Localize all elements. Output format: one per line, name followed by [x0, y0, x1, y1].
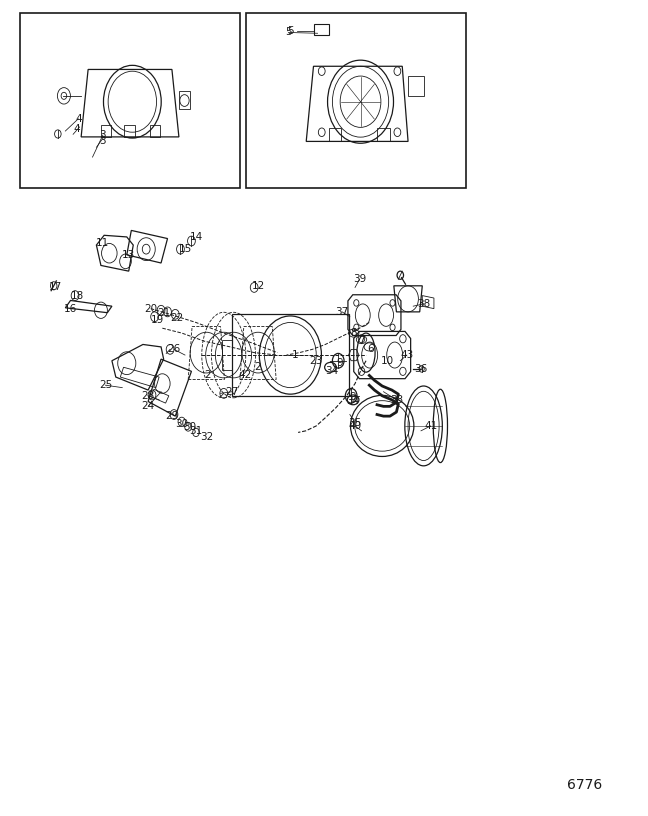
- Text: 42: 42: [238, 370, 251, 380]
- Bar: [377, 128, 389, 141]
- Text: 7: 7: [358, 336, 365, 346]
- Text: 4: 4: [74, 123, 80, 134]
- Text: 25: 25: [99, 380, 112, 390]
- Text: 22: 22: [170, 313, 183, 323]
- Bar: [124, 125, 135, 137]
- Bar: [314, 24, 329, 35]
- Text: 20: 20: [144, 304, 157, 313]
- Text: 8: 8: [351, 328, 357, 338]
- Bar: [150, 125, 160, 137]
- Text: 31: 31: [189, 426, 203, 436]
- Text: 33: 33: [390, 395, 403, 405]
- Text: 10: 10: [381, 356, 394, 366]
- Text: 40: 40: [349, 421, 362, 431]
- Text: 1: 1: [292, 350, 298, 360]
- Text: 30: 30: [175, 419, 189, 429]
- Bar: [246, 13, 467, 188]
- Text: 34: 34: [347, 397, 360, 406]
- Text: 16: 16: [64, 304, 77, 313]
- Text: 36: 36: [414, 364, 428, 374]
- Text: 35: 35: [349, 418, 362, 428]
- Text: 18: 18: [71, 290, 84, 300]
- Text: 38: 38: [417, 299, 431, 308]
- Text: 23: 23: [310, 356, 323, 366]
- Text: 29: 29: [165, 411, 179, 421]
- Bar: [20, 13, 240, 188]
- Text: 3: 3: [100, 135, 106, 146]
- Text: 12: 12: [251, 281, 264, 290]
- Text: 27: 27: [226, 387, 239, 397]
- Text: 9: 9: [350, 392, 356, 402]
- Text: 5: 5: [285, 28, 292, 38]
- Text: 6: 6: [367, 344, 374, 354]
- Text: 4: 4: [75, 113, 82, 124]
- Text: 39: 39: [353, 274, 366, 284]
- Text: 9: 9: [337, 358, 343, 368]
- Text: 13: 13: [122, 250, 135, 259]
- Text: 14: 14: [189, 232, 203, 242]
- Text: 24: 24: [141, 401, 155, 411]
- Text: 30: 30: [183, 422, 196, 432]
- Text: 17: 17: [49, 282, 62, 292]
- Text: 5: 5: [287, 26, 294, 36]
- Text: 34: 34: [325, 366, 338, 376]
- Text: 37: 37: [336, 307, 349, 317]
- Text: 32: 32: [200, 432, 213, 442]
- Bar: [329, 128, 341, 141]
- Text: 19: 19: [150, 315, 164, 325]
- Text: 43: 43: [400, 350, 413, 360]
- Text: 21: 21: [157, 308, 170, 317]
- Text: 41: 41: [424, 421, 437, 431]
- Text: 6776: 6776: [567, 778, 602, 792]
- Text: 11: 11: [97, 237, 110, 247]
- Bar: [101, 125, 111, 137]
- Text: 2: 2: [255, 362, 261, 372]
- Text: 15: 15: [178, 244, 192, 254]
- Text: 2: 2: [204, 370, 211, 380]
- Text: 28: 28: [141, 391, 155, 401]
- Text: 3: 3: [100, 130, 106, 140]
- Text: 26: 26: [167, 344, 181, 354]
